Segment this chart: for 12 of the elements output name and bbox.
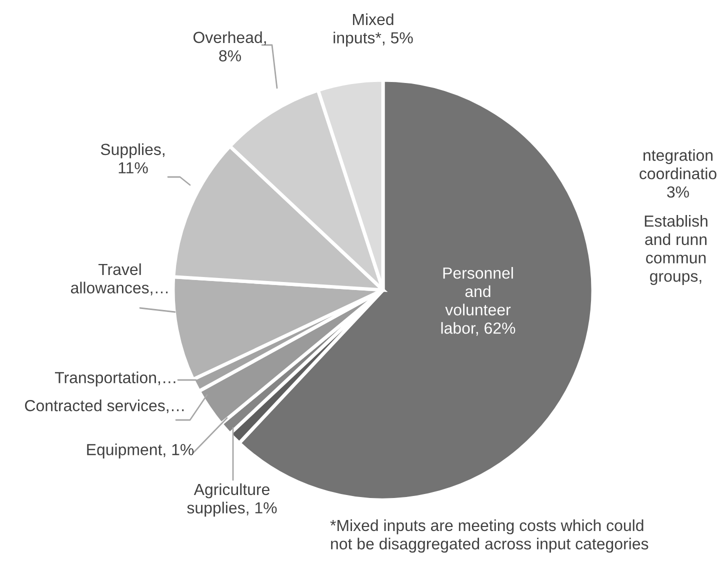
text: Establish and runn commun groups,: [644, 215, 708, 285]
slice-label: Supplies, 11%: [100, 143, 164, 174]
slice-label: Travel allowances,…: [70, 263, 168, 296]
slice-label: Agriculture supplies, 1%: [187, 483, 277, 517]
slice-label: Overhead, 8%: [193, 31, 266, 62]
slice-label: Mixed inputs*, 5%: [334, 13, 413, 47]
slice-label: Contracted services,…: [25, 400, 184, 414]
text: *Mixed inputs are meeting costs which could not be disaggregated across input categories: [330, 519, 648, 553]
slice-label: Equipment, 1%: [87, 444, 194, 458]
text: ntegration coordinatio 3%: [640, 149, 716, 198]
slice-label: Personnel and volunteer labor, 62%: [441, 267, 516, 336]
slice-label: Transportation,…: [54, 372, 176, 386]
